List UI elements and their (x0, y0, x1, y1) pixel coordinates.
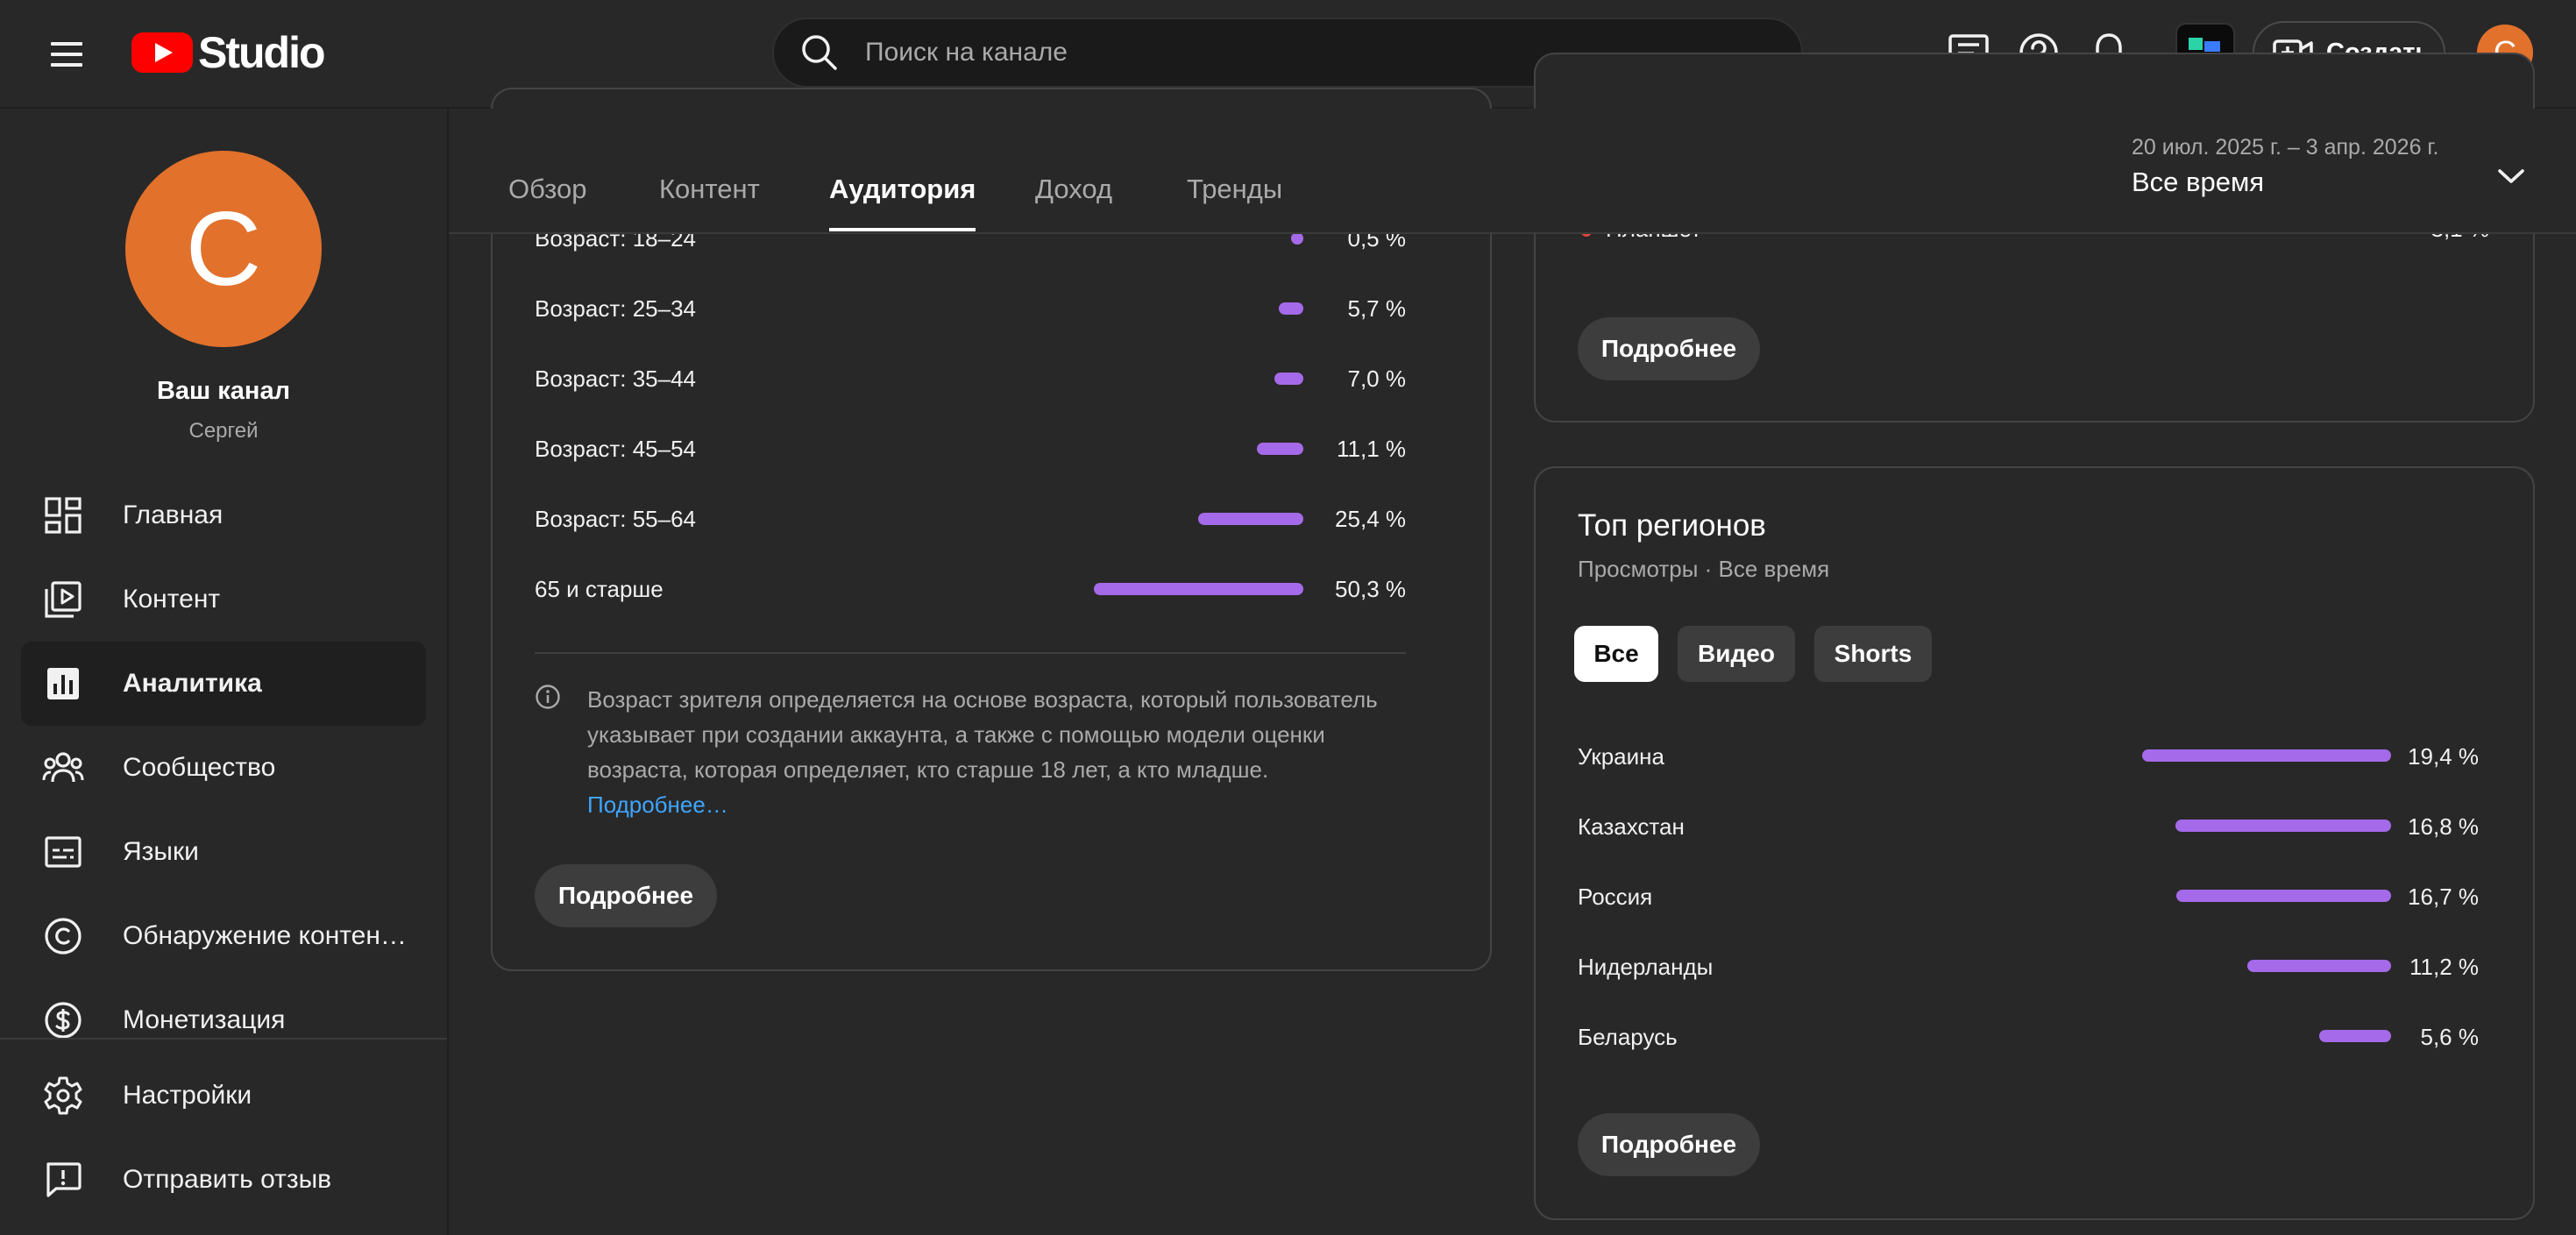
analytics-icon (42, 663, 84, 705)
region-row-value: 11,2 % (2409, 954, 2479, 980)
region-row-label: Казахстан (1578, 813, 1685, 840)
tab-revenue[interactable]: Доход (1035, 174, 1113, 204)
age-more-button[interactable]: Подробнее (535, 864, 717, 927)
regions-more-button[interactable]: Подробнее (1578, 1113, 1760, 1176)
region-row-label: Беларусь (1578, 1024, 1678, 1050)
sidebar: С Ваш канал Сергей Главная Контент Анали… (0, 109, 449, 1235)
info-icon[interactable] (535, 684, 561, 710)
region-row-value: 16,7 % (2408, 884, 2479, 910)
sidebar-divider (0, 1038, 447, 1040)
age-card (491, 88, 1492, 971)
region-row-value: 19,4 % (2408, 743, 2479, 770)
analytics-header: Обзор Контент Аудитория Доход Тренды 20 … (449, 109, 2576, 234)
sidebar-item-label: Контент (123, 585, 221, 614)
menu-icon[interactable] (42, 32, 91, 77)
region-row-label: Нидерланды (1578, 954, 1714, 980)
age-bar (1291, 232, 1303, 245)
feedback-icon (42, 1159, 84, 1201)
age-note: Возраст зрителя определяется на основе в… (587, 682, 1420, 822)
chevron-down-icon[interactable] (2489, 154, 2533, 198)
studio-logo[interactable]: Studio (131, 26, 326, 79)
sidebar-item-dashboard[interactable]: Главная (21, 473, 426, 557)
sidebar-item-label: Главная (123, 500, 224, 529)
age-bar (1198, 513, 1303, 525)
logo-text: Studio (198, 28, 326, 77)
copyright-icon (42, 915, 84, 957)
sidebar-item-label: Монетизация (123, 1005, 286, 1034)
channel-avatar[interactable]: С (125, 151, 322, 347)
learn-more-link[interactable]: Подробнее… (587, 791, 728, 818)
region-row-label: Украина (1578, 743, 1664, 770)
dashboard-icon (42, 494, 84, 536)
age-row-label: Возраст: 55–64 (535, 506, 697, 532)
settings-icon (42, 1075, 84, 1117)
subtitles-icon (42, 831, 84, 873)
age-row-value: 7,0 % (1347, 366, 1407, 392)
sidebar-item-content-detection[interactable]: Обнаружение контен… (21, 894, 426, 978)
sidebar-item-label: Обнаружение контен… (123, 921, 407, 950)
sidebar-item-monetization[interactable]: Монетизация (21, 978, 426, 1062)
age-bar (1274, 373, 1303, 385)
search-icon (802, 35, 837, 70)
regions-card (1534, 466, 2535, 1220)
age-row-value: 5,7 % (1347, 295, 1407, 322)
sidebar-item-content[interactable]: Контент (21, 557, 426, 642)
age-row-value: 11,1 % (1336, 436, 1406, 462)
age-row-value: 50,3 % (1335, 576, 1406, 602)
region-bar (2247, 960, 2391, 972)
sidebar-item-label: Сообщество (123, 753, 276, 782)
age-row-label: 65 и старше (535, 576, 664, 602)
sidebar-item-label: Настройки (123, 1081, 252, 1110)
monetization-icon (42, 999, 84, 1041)
content-icon (42, 578, 84, 621)
date-range-text[interactable]: 20 июл. 2025 г. – 3 апр. 2026 г. (2132, 135, 2439, 160)
sidebar-item-languages[interactable]: Языки (21, 810, 426, 894)
region-row-value: 5,6 % (2420, 1024, 2480, 1050)
region-bar (2142, 749, 2391, 762)
age-bar (1257, 443, 1303, 455)
age-row-value: 25,4 % (1335, 506, 1406, 532)
sidebar-item-analytics[interactable]: Аналитика (21, 642, 426, 726)
youtube-logo-icon (131, 32, 193, 73)
tab-trends[interactable]: Тренды (1187, 174, 1283, 204)
chip-all[interactable]: Все (1574, 626, 1658, 682)
region-row-label: Россия (1578, 884, 1653, 910)
age-bar (1094, 583, 1303, 595)
age-row-label: Возраст: 45–54 (535, 436, 697, 462)
region-bar (2319, 1030, 2391, 1042)
channel-owner: Сергей (188, 419, 259, 443)
sidebar-item-label: Отправить отзыв (123, 1165, 332, 1194)
tab-audience[interactable]: Аудитория (829, 174, 976, 231)
age-bar (1279, 302, 1303, 315)
sidebar-item-feedback[interactable]: Отправить отзыв (21, 1138, 426, 1222)
sidebar-item-settings[interactable]: Настройки (21, 1054, 426, 1138)
chip-shorts[interactable]: Shorts (1814, 626, 1932, 682)
region-bar (2175, 820, 2391, 832)
region-row-value: 16,8 % (2408, 813, 2479, 840)
sidebar-item-label: Языки (123, 837, 199, 866)
regions-subtitle: Просмотры · Все время (1578, 556, 1830, 582)
age-divider (535, 652, 1406, 654)
regions-title: Топ регионов (1578, 508, 1766, 543)
sidebar-item-community[interactable]: Сообщество (21, 726, 426, 810)
tab-overview[interactable]: Обзор (508, 174, 587, 204)
region-bar (2176, 890, 2391, 902)
age-row-label: Возраст: 35–44 (535, 366, 697, 392)
age-row-label: Возраст: 25–34 (535, 295, 697, 322)
date-range-label[interactable]: Все время (2132, 167, 2265, 197)
chip-video[interactable]: Видео (1678, 626, 1795, 682)
community-icon (42, 747, 84, 789)
tab-content[interactable]: Контент (659, 174, 760, 204)
age-note-text: Возраст зрителя определяется на основе в… (587, 686, 1378, 783)
sidebar-item-label: Аналитика (123, 669, 262, 698)
channel-title: Ваш канал (156, 377, 290, 405)
device-more-button[interactable]: Подробнее (1578, 317, 1760, 380)
